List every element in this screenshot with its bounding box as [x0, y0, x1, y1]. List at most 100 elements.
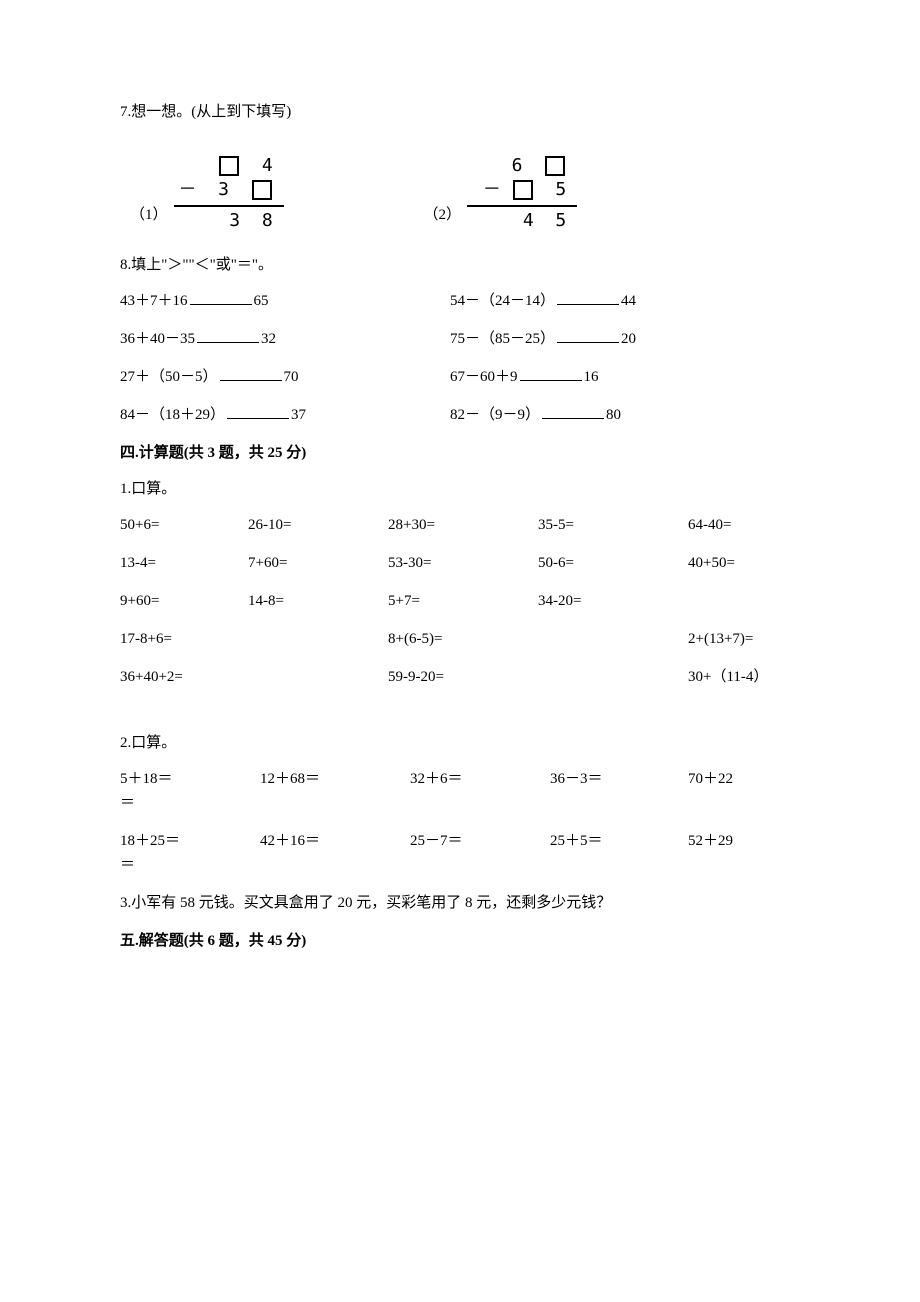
s4q3-text: 3.小军有 58 元钱。买文具盒用了 20 元，买彩笔用了 8 元，还剩多少元钱…: [120, 891, 800, 915]
s4q1-rows: 50+6=26-10=28+30=35-5=64-40=13-4=7+60=53…: [120, 513, 800, 689]
lhs: 27＋（50－5）: [120, 369, 218, 385]
blank-box: [252, 180, 272, 200]
calc-cell: 13-4=: [120, 551, 248, 575]
lhs: 84－（18＋29）: [120, 407, 225, 423]
digit: 5: [555, 179, 566, 200]
rhs: 20: [621, 331, 636, 347]
blank-box: [545, 156, 565, 176]
q7-part-2-label: （2）: [424, 203, 462, 227]
calc-cell: 12＋68＝: [260, 767, 410, 791]
rhs: 70: [284, 369, 299, 385]
calc-cell: 25－7＝: [410, 829, 550, 853]
calc-cell: [688, 589, 808, 613]
calc-cell: 5＋18＝: [120, 767, 260, 791]
column-arithmetic: 6 － 5 4 5: [467, 154, 577, 233]
q8-rows: 43＋7＋16 65 54－（24－14） 44 36＋40－35 32 75－（85－25…: [120, 289, 800, 427]
q7-part-2: （2） 6 － 5 4 5: [424, 154, 578, 233]
q7-part-1-label: （1）: [130, 203, 168, 227]
calc-cell: 34-20=: [538, 589, 688, 613]
calc-cell: 59-9-20=: [388, 665, 538, 689]
calc-cell: 70＋22: [688, 767, 788, 791]
trailing-eq: ＝: [120, 853, 800, 877]
calc-cell: 52＋29: [688, 829, 788, 853]
s4q2-title: 2.口算。: [120, 731, 800, 755]
rhs: 37: [291, 407, 306, 423]
calc-cell: 25＋5＝: [550, 829, 688, 853]
section-5-title: 五.解答题(共 6 题，共 45 分): [120, 929, 800, 953]
calc-cell: 2+(13+7)=: [688, 627, 808, 651]
digit: 3: [229, 210, 240, 231]
calc-cell: 42＋16＝: [260, 829, 410, 853]
compare-expr: 27＋（50－5） 70: [120, 365, 450, 389]
calc-cell: 7+60=: [248, 551, 388, 575]
calc-cell: 18＋25＝: [120, 829, 260, 853]
lhs: 67－60＋9: [450, 369, 518, 385]
rhs: 16: [584, 369, 599, 385]
s4q1-title: 1.口算。: [120, 477, 800, 501]
compare-expr: 43＋7＋16 65: [120, 289, 450, 313]
calc-cell: 36+40+2=: [120, 665, 248, 689]
trailing-eq: ＝: [120, 791, 800, 815]
lhs: 43＋7＋16: [120, 293, 188, 309]
fill-blank[interactable]: [227, 404, 289, 419]
compare-expr: 36＋40－35 32: [120, 327, 450, 351]
fill-blank[interactable]: [542, 404, 604, 419]
rule-line: [174, 205, 284, 207]
rhs: 32: [261, 331, 276, 347]
calc-cell: 50+6=: [120, 513, 248, 537]
calc-cell: 40+50=: [688, 551, 808, 575]
fill-blank[interactable]: [220, 366, 282, 381]
calc-cell: 26-10=: [248, 513, 388, 537]
lhs: 36＋40－35: [120, 331, 195, 347]
minus-sign: －: [483, 179, 501, 200]
fill-blank[interactable]: [520, 366, 582, 381]
q7-part-1: （1） 4 － 3 3 8: [130, 154, 284, 233]
lhs: 54－（24－14）: [450, 293, 555, 309]
q7-title: 7.想一想。(从上到下填写): [120, 100, 800, 124]
calc-cell: 14-8=: [248, 589, 388, 613]
calc-cell: 53-30=: [388, 551, 538, 575]
calc-cell: 30+（11-4）: [688, 665, 808, 689]
compare-expr: 75－（85－25） 20: [450, 327, 800, 351]
column-arithmetic: 4 － 3 3 8: [174, 154, 284, 233]
fill-blank[interactable]: [557, 328, 619, 343]
calc-cell: 50-6=: [538, 551, 688, 575]
calc-cell: 9+60=: [120, 589, 248, 613]
calc-cell: 8+(6-5)=: [388, 627, 538, 651]
compare-expr: 54－（24－14） 44: [450, 289, 800, 313]
blank-box: [219, 156, 239, 176]
s4q2-rows: 5＋18＝12＋68＝32＋6＝36－3＝70＋22＝18＋25＝42＋16＝2…: [120, 767, 800, 877]
digit: 6: [512, 155, 523, 176]
calc-cell: [248, 665, 388, 689]
compare-expr: 84－（18＋29） 37: [120, 403, 450, 427]
digit: 3: [218, 179, 229, 200]
calc-cell: 17-8+6=: [120, 627, 248, 651]
q7-figures: （1） 4 － 3 3 8 （2） 6 － 5 4 5: [120, 154, 800, 233]
calc-cell: 32＋6＝: [410, 767, 550, 791]
rhs: 44: [621, 293, 636, 309]
blank-box: [513, 180, 533, 200]
rhs: 65: [254, 293, 269, 309]
digit: 4: [262, 155, 273, 176]
fill-blank[interactable]: [557, 290, 619, 305]
lhs: 75－（85－25）: [450, 331, 555, 347]
fill-blank[interactable]: [190, 290, 252, 305]
calc-cell: 28+30=: [388, 513, 538, 537]
calc-cell: [538, 627, 688, 651]
lhs: 82－（9－9）: [450, 407, 540, 423]
calc-cell: 36－3＝: [550, 767, 688, 791]
digit: 8: [262, 210, 273, 231]
rule-line: [467, 205, 577, 207]
minus-sign: －: [178, 179, 196, 200]
calc-cell: [538, 665, 688, 689]
digit: 4: [523, 210, 534, 231]
calc-cell: [248, 627, 388, 651]
section-4-title: 四.计算题(共 3 题，共 25 分): [120, 441, 800, 465]
fill-blank[interactable]: [197, 328, 259, 343]
calc-cell: 35-5=: [538, 513, 688, 537]
calc-cell: 64-40=: [688, 513, 808, 537]
digit: 5: [555, 210, 566, 231]
q8-title: 8.填上"＞""＜"或"＝"。: [120, 253, 800, 277]
compare-expr: 67－60＋9 16: [450, 365, 800, 389]
rhs: 80: [606, 407, 621, 423]
